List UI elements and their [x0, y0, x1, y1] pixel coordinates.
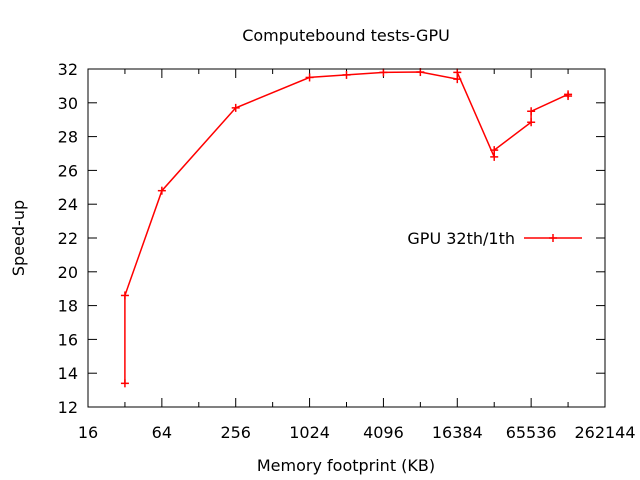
data-point: [527, 118, 536, 127]
plot-frame: [87, 68, 606, 408]
y-tick-label: 28: [58, 128, 78, 147]
data-series: [120, 68, 573, 388]
data-point: [490, 146, 499, 155]
legend-label: GPU 32th/1th: [407, 229, 515, 248]
y-tick-label: 16: [58, 330, 78, 349]
y-tick-label: 12: [58, 398, 78, 417]
x-tick-label: 65536: [506, 423, 557, 442]
data-point: [564, 92, 573, 101]
data-point: [527, 107, 536, 116]
data-point: [120, 379, 129, 388]
series-line: [124, 71, 569, 384]
data-point: [231, 103, 240, 112]
x-tick-label: 262144: [574, 423, 635, 442]
y-tick-label: 24: [58, 195, 78, 214]
y-tick-label: 32: [58, 60, 78, 79]
axis-ticks: 12 14 16 18 20 22 24 26 28 30 32 16 64 256 1024 4096 163…: [58, 60, 636, 442]
y-tick-label: 18: [58, 297, 78, 316]
x-tick-label: 1024: [289, 423, 330, 442]
data-point: [342, 70, 351, 79]
x-tick-label: 16: [78, 423, 98, 442]
data-point: [157, 186, 166, 195]
data-point: [453, 68, 462, 77]
x-tick-label: 256: [220, 423, 251, 442]
legend-swatch-marker: [549, 234, 557, 242]
x-tick-label: 4096: [363, 423, 404, 442]
x-axis-label: Memory footprint (KB): [257, 456, 435, 475]
y-tick-label: 14: [58, 364, 78, 383]
y-tick-label: 22: [58, 229, 78, 248]
y-tick-label: 30: [58, 94, 78, 113]
data-point: [120, 291, 129, 300]
data-point: [490, 152, 499, 161]
data-point: [453, 75, 462, 84]
y-axis-label: Speed-up: [9, 200, 28, 276]
y-tick-label: 20: [58, 263, 78, 282]
y-tick-label: 26: [58, 161, 78, 180]
x-tick-label: 16384: [432, 423, 483, 442]
data-point: [305, 73, 314, 82]
legend: GPU 32th/1th: [407, 229, 582, 248]
x-tick-label: 64: [152, 423, 172, 442]
chart-title: Computebound tests-GPU: [242, 26, 450, 45]
data-point: [379, 68, 388, 77]
